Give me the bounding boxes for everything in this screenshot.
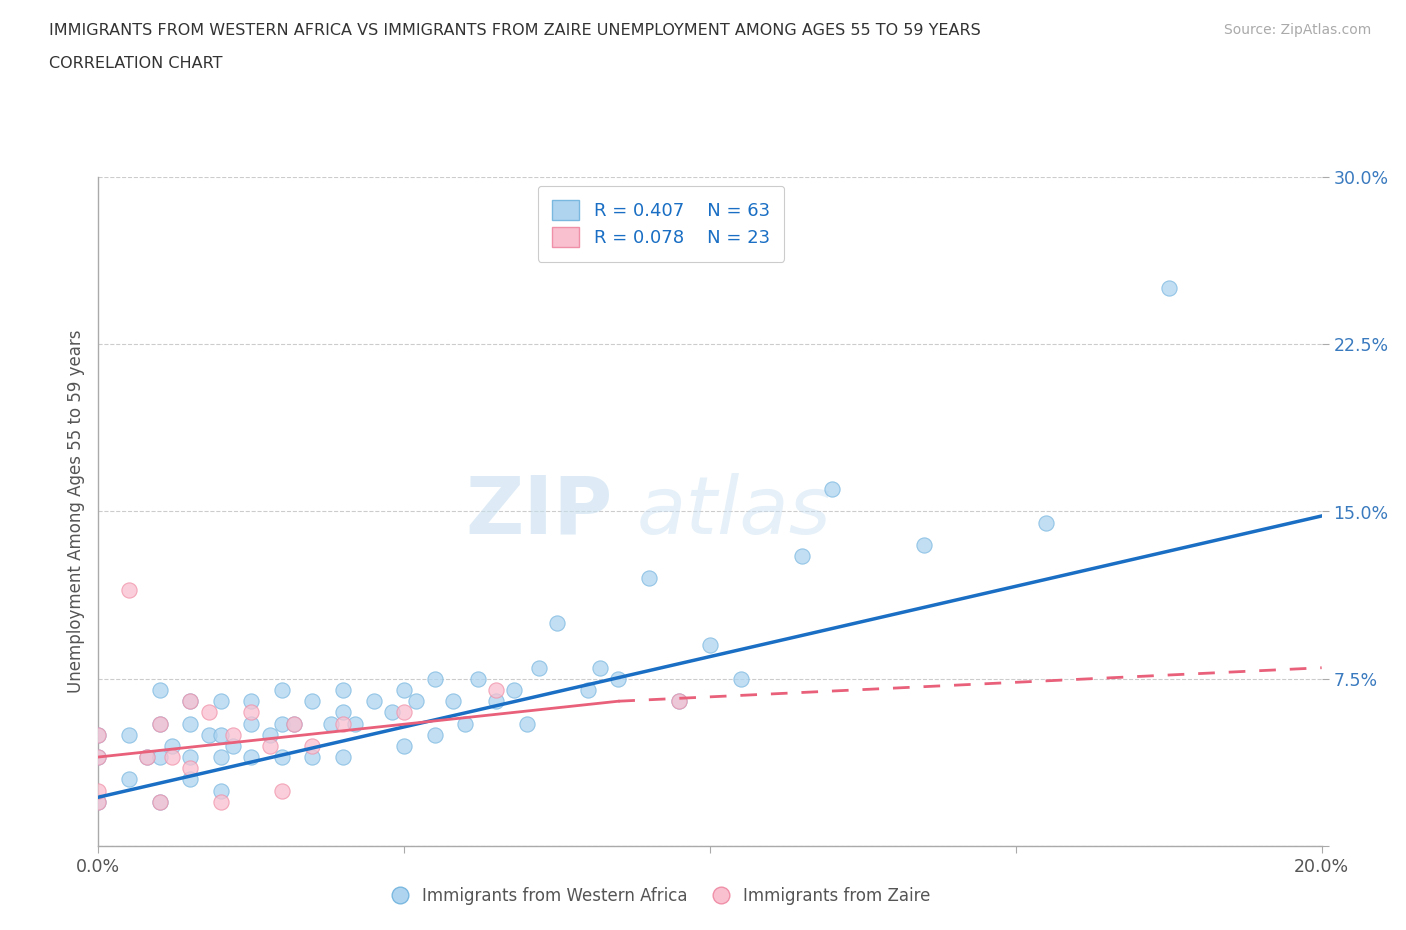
Point [668,694,690,709]
Point [527,660,550,675]
Point [209,783,232,798]
Point [87,727,110,742]
Point [179,761,201,776]
Point [209,694,232,709]
Point [270,783,292,798]
Point [259,727,281,742]
Point [668,694,690,709]
Text: CORRELATION CHART: CORRELATION CHART [49,56,222,71]
Point [332,716,354,731]
Point [301,694,323,709]
Point [87,727,110,742]
Point [485,683,508,698]
Point [179,772,201,787]
Point [209,794,232,809]
Point [87,783,110,798]
Point [607,671,630,686]
Point [381,705,404,720]
Point [363,694,385,709]
Point [344,716,367,731]
Point [179,694,201,709]
Point [270,683,292,698]
Point [179,694,201,709]
Point [441,694,464,709]
Point [240,694,263,709]
Point [118,727,141,742]
Point [503,683,526,698]
Point [160,750,183,764]
Point [546,616,568,631]
Point [270,750,292,764]
Point [516,716,538,731]
Legend: Immigrants from Western Africa, Immigrants from Zaire: Immigrants from Western Africa, Immigran… [385,881,936,911]
Point [149,716,172,731]
Point [1157,281,1180,296]
Point [332,683,354,698]
Point [149,794,172,809]
Point [149,794,172,809]
Point [149,750,172,764]
Text: Source: ZipAtlas.com: Source: ZipAtlas.com [1223,23,1371,37]
Point [319,716,342,731]
Point [270,716,292,731]
Point [301,750,323,764]
Point [423,671,446,686]
Point [197,727,219,742]
Point [118,772,141,787]
Point [485,694,508,709]
Point [87,794,110,809]
Point [209,727,232,742]
Point [197,705,219,720]
Point [332,750,354,764]
Point [301,738,323,753]
Point [136,750,159,764]
Point [222,727,245,742]
Point [576,683,599,698]
Point [149,716,172,731]
Point [1035,515,1057,530]
Text: IMMIGRANTS FROM WESTERN AFRICA VS IMMIGRANTS FROM ZAIRE UNEMPLOYMENT AMONG AGES : IMMIGRANTS FROM WESTERN AFRICA VS IMMIGR… [49,23,981,38]
Point [136,750,159,764]
Point [259,738,281,753]
Point [392,705,416,720]
Point [118,582,141,597]
Point [240,750,263,764]
Point [423,727,446,742]
Point [454,716,477,731]
Point [179,750,201,764]
Point [730,671,752,686]
Point [332,705,354,720]
Point [821,482,844,497]
Point [87,750,110,764]
Text: atlas: atlas [637,472,831,551]
Point [637,571,661,586]
Point [240,716,263,731]
Point [699,638,721,653]
Point [240,705,263,720]
Point [87,794,110,809]
Text: ZIP: ZIP [465,472,612,551]
Point [589,660,612,675]
Point [790,549,813,564]
Point [149,683,172,698]
Y-axis label: Unemployment Among Ages 55 to 59 years: Unemployment Among Ages 55 to 59 years [66,330,84,693]
Point [222,738,245,753]
Point [179,716,201,731]
Point [467,671,489,686]
Point [392,683,416,698]
Point [87,750,110,764]
Point [160,738,183,753]
Point [283,716,305,731]
Point [405,694,427,709]
Point [209,750,232,764]
Point [283,716,305,731]
Point [392,738,416,753]
Point [912,538,935,552]
